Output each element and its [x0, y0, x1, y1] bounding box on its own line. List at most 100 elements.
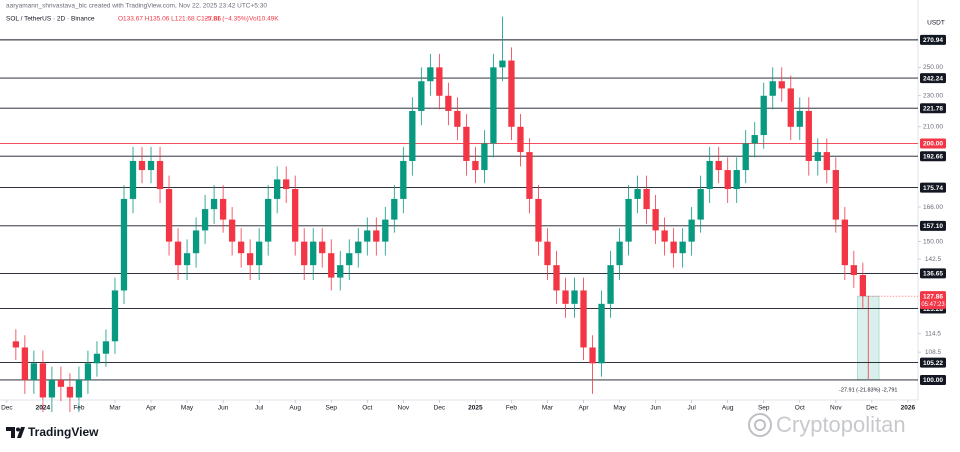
level-label: 200.00 — [923, 141, 943, 148]
candle-body — [337, 265, 344, 278]
candle-body — [589, 347, 596, 364]
candle-body — [319, 241, 326, 254]
candle-body — [382, 219, 389, 242]
candle-body — [274, 179, 281, 199]
x-tick-label: Apr — [578, 405, 589, 412]
x-tick-label: Jun — [650, 405, 661, 412]
x-tick-label: May — [181, 405, 194, 412]
level-label: 136.65 — [923, 271, 943, 278]
candle-body — [21, 347, 29, 380]
candle-body — [165, 189, 173, 242]
candle-body — [373, 230, 380, 242]
candle-body — [661, 230, 668, 242]
symbol: SOL / TetherUS · 2D · Binance — [6, 16, 95, 23]
x-tick-label: Sep — [758, 405, 770, 412]
candle-body — [472, 160, 479, 171]
y-tick-label: 250.00 — [923, 64, 943, 71]
candle-body — [796, 110, 803, 127]
candle-body — [111, 290, 119, 342]
candle-body — [364, 230, 371, 242]
candle-body — [859, 275, 867, 297]
candle-body — [544, 241, 551, 266]
last-price-tag — [920, 291, 946, 310]
candle-body — [688, 219, 695, 242]
candle-body — [409, 110, 416, 161]
x-tick-label: Apr — [146, 405, 157, 412]
candle-body — [805, 110, 812, 161]
candle-body — [499, 60, 506, 68]
candle-body — [526, 152, 533, 199]
x-tick-label: 2025 — [468, 405, 483, 412]
candle-body — [265, 198, 272, 242]
candle-body — [84, 363, 92, 380]
candle-body — [174, 241, 182, 266]
candle-body — [219, 198, 227, 220]
candle-body — [463, 126, 470, 161]
candle-body — [634, 189, 641, 199]
candle-body — [138, 160, 146, 171]
candle-body — [562, 290, 569, 304]
x-tick-label: Mar — [542, 405, 554, 412]
candle-body — [481, 143, 488, 171]
level-tag — [920, 357, 946, 368]
level-label: 221.78 — [923, 105, 943, 112]
candle-body — [156, 160, 164, 190]
candle-body — [292, 189, 299, 242]
candle-body — [823, 152, 830, 171]
candle-body — [670, 241, 677, 254]
level-tag — [920, 34, 946, 45]
last-price-label: 127.86 — [923, 293, 943, 300]
candle-body — [553, 265, 560, 291]
x-tick-label: Dec — [1, 405, 13, 412]
level-tag — [920, 268, 946, 279]
y-tick-label: 108.5 — [925, 349, 942, 356]
candle-body — [75, 379, 83, 398]
level-label: 123.28 — [923, 306, 943, 313]
candle-body — [201, 209, 209, 231]
candle-body — [355, 241, 362, 254]
candle-body — [129, 160, 137, 199]
candle-body — [427, 67, 434, 82]
candle-body — [228, 219, 236, 242]
candle-body — [616, 241, 623, 266]
x-tick-label: 2024 — [36, 405, 51, 412]
x-tick-label: Oct — [795, 405, 805, 412]
candle-body — [418, 81, 425, 111]
x-tick-label: Jul — [255, 405, 264, 412]
y-tick-label: 150.00 — [923, 238, 943, 245]
x-tick-label: Dec — [866, 405, 878, 412]
level-label: 242.24 — [923, 75, 943, 82]
x-tick-label: Jul — [687, 405, 696, 412]
x-tick-label: Aug — [289, 405, 301, 412]
currency: USDT — [927, 20, 945, 27]
candle-body — [436, 67, 443, 96]
level-tag — [920, 138, 946, 149]
candle-body — [102, 341, 110, 354]
level-tag — [920, 182, 946, 193]
x-tick-label: 2026 — [901, 405, 916, 412]
candle-body — [814, 152, 821, 161]
candle-body — [147, 160, 155, 171]
level-label: 175.74 — [923, 185, 943, 192]
x-tick-label: Sep — [325, 405, 337, 412]
y-tick-label: 210.00 — [923, 124, 943, 131]
x-tick-label: Feb — [506, 405, 518, 412]
candle-body — [715, 160, 722, 171]
x-tick-label: Aug — [722, 405, 734, 412]
volume: Vol10.49K — [249, 16, 279, 23]
candle-body — [652, 209, 659, 231]
candle-body — [246, 253, 254, 266]
candle-body — [760, 95, 767, 136]
x-tick-label: Oct — [362, 405, 372, 412]
x-tick-label: Nov — [830, 405, 842, 412]
candle-body — [310, 241, 317, 266]
candle-body — [400, 160, 407, 199]
level-tag — [920, 374, 946, 385]
candle-body — [679, 241, 686, 254]
measure-label: -27.91 (-21.83%) -2,791 — [839, 387, 897, 393]
candle-body — [30, 363, 38, 380]
candle-body — [850, 265, 857, 276]
candle-body — [391, 198, 398, 220]
